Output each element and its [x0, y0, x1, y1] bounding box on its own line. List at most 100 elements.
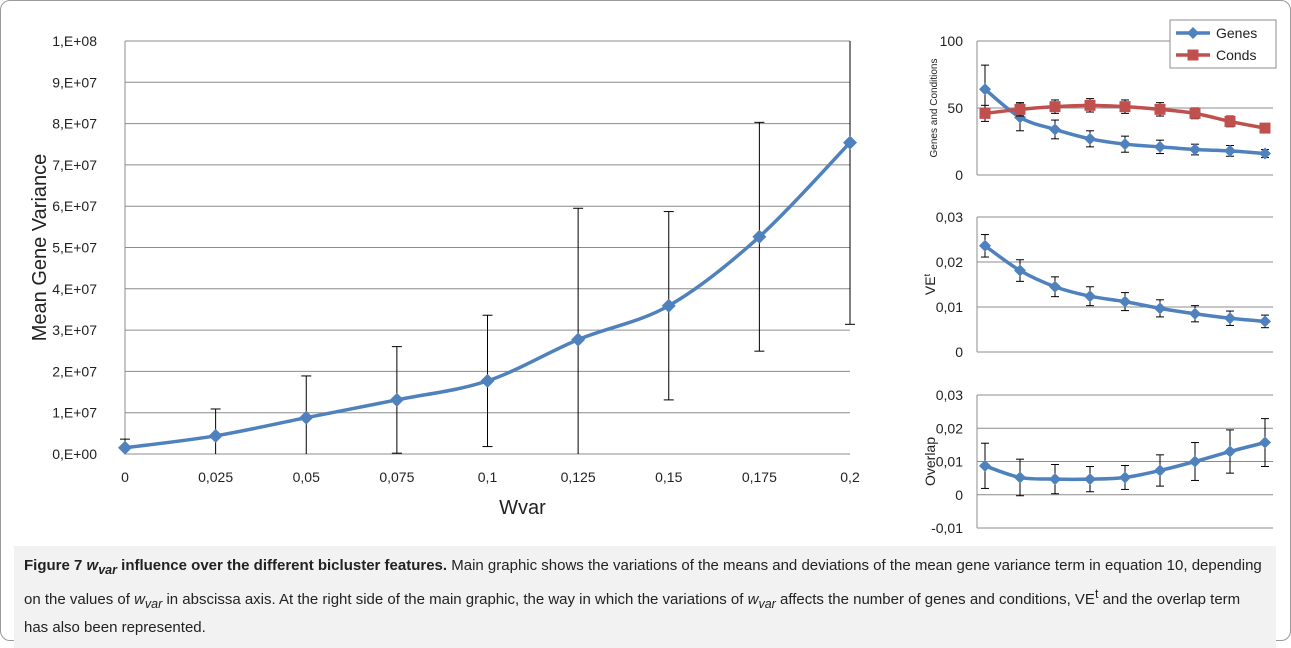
y-tick-label: 7,E+07: [52, 157, 97, 173]
x-tick-label: 0,1: [478, 469, 498, 485]
y-tick-label: 50: [947, 100, 963, 116]
y-tick-label: 9,E+07: [52, 74, 97, 90]
x-tick-label: 0,075: [379, 469, 414, 485]
data-point: [979, 83, 991, 96]
y-tick-label: 3,E+07: [52, 322, 97, 338]
data-point: [979, 459, 991, 472]
caption-variable: wvar: [134, 591, 163, 611]
data-point: [1119, 101, 1131, 113]
data-point: [1084, 99, 1096, 111]
data-point: [1187, 27, 1199, 39]
data-point: [1084, 473, 1096, 486]
x-axis-title: Wvar: [499, 497, 546, 519]
caption-text-3: affects the number of genes and conditio…: [775, 591, 1095, 608]
data-point: [299, 410, 314, 425]
data-point: [1187, 49, 1199, 61]
data-point: [752, 229, 767, 244]
y-tick-label: 0,03: [936, 387, 963, 403]
y-tick-label: -0,01: [931, 520, 963, 536]
data-point: [389, 392, 404, 407]
data-point: [480, 373, 495, 388]
y-tick-label: 1,E+07: [52, 405, 97, 421]
caption-variable: wvar: [747, 591, 776, 611]
data-point: [661, 298, 676, 313]
data-point: [1154, 464, 1166, 477]
data-point: [1014, 471, 1026, 484]
figure-caption: Figure 7 wvar influence over the differe…: [14, 546, 1276, 648]
data-point: [1224, 115, 1236, 127]
data-point: [843, 135, 857, 150]
y-tick-label: 0,01: [936, 454, 963, 470]
data-point: [1049, 280, 1061, 293]
data-point: [1189, 107, 1201, 119]
data-point: [1119, 295, 1131, 308]
caption-variable: wvar: [86, 557, 117, 577]
y-tick-label: 0,01: [936, 299, 963, 315]
caption-title-rest: influence over the different bicluster f…: [116, 557, 448, 574]
main-chart: 0,E+00 1,E+07 2,E+07 3,E+07 4,E+07 5,E+07 6,E+…: [29, 33, 860, 519]
data-point: [118, 440, 132, 455]
caption-text-1: Main graphic shows the variations of the…: [24, 557, 1262, 608]
data-point: [1154, 103, 1166, 115]
data-point: [1154, 140, 1166, 153]
data-point: [979, 239, 991, 252]
data-point: [1049, 473, 1061, 486]
legend-label: Genes: [1216, 25, 1257, 41]
data-point: [1119, 471, 1131, 484]
caption-text-2: in abscissa axis. At the right side of t…: [162, 591, 748, 608]
data-point: [1014, 103, 1026, 115]
data-point: [1259, 147, 1271, 160]
x-tick-label: 0,2: [840, 469, 860, 485]
x-tick-label: 0,175: [742, 469, 777, 485]
data-point: [1224, 445, 1236, 458]
y-tick-label: 100: [940, 33, 964, 49]
y-tick-label: 0,02: [936, 420, 963, 436]
data-point: [1189, 455, 1201, 468]
data-point: [1049, 101, 1061, 113]
legend-label: Conds: [1216, 47, 1256, 63]
y-tick-label: 0,03: [936, 209, 963, 225]
data-point: [1119, 138, 1131, 151]
data-point: [1259, 436, 1271, 449]
data-point: [979, 107, 991, 119]
y-tick-label: 0,E+00: [52, 446, 97, 462]
data-point: [1259, 122, 1271, 134]
x-tick-label: 0,025: [198, 469, 233, 485]
y-tick-label: 4,E+07: [52, 281, 97, 297]
y-tick-label: 2,E+07: [52, 363, 97, 379]
y-tick-label: 5,E+07: [52, 240, 97, 256]
y-axis-title: Overlap: [922, 437, 938, 486]
data-point: [571, 332, 586, 347]
data-point: [208, 428, 223, 443]
y-tick-label: 0: [955, 167, 963, 183]
data-point: [1154, 302, 1166, 315]
caption-title: Figure 7 wvar influence over the differe…: [24, 557, 448, 577]
y-axis-title: VEt: [922, 273, 938, 295]
y-tick-label: 8,E+07: [52, 116, 97, 132]
x-tick-label: 0,15: [655, 469, 682, 485]
y-tick-label: 1,E+08: [52, 33, 97, 49]
caption-text-4: and the overlap term has also been repre…: [24, 591, 1241, 636]
data-point: [1224, 144, 1236, 157]
data-point: [1084, 132, 1096, 145]
figure-charts: 0,E+00 1,E+07 2,E+07 3,E+07 4,E+07 5,E+07 6,E+…: [29, 19, 1277, 536]
data-point: [1189, 307, 1201, 320]
data-point: [1049, 123, 1061, 136]
series-line: [124, 141, 852, 450]
y-axis-title: Mean Gene Variance: [29, 154, 51, 342]
y-axis-title: Genes and Conditions: [929, 59, 940, 158]
x-tick-label: 0: [121, 469, 129, 485]
x-tick-label: 0,05: [293, 469, 320, 485]
data-point: [1084, 290, 1096, 303]
x-tick-label: 0,125: [561, 469, 596, 485]
data-point: [1189, 143, 1201, 156]
y-tick-label: 0,02: [936, 254, 963, 270]
ve-chart: 0 0,01 0,02 0,03 VEt: [922, 209, 1273, 360]
caption-label: Figure 7: [24, 557, 83, 574]
data-point: [1259, 315, 1271, 328]
caption-superscript: t: [1094, 587, 1099, 601]
y-tick-label: 0: [955, 487, 963, 503]
y-tick-label: 0: [955, 344, 963, 360]
data-point: [1014, 264, 1026, 277]
